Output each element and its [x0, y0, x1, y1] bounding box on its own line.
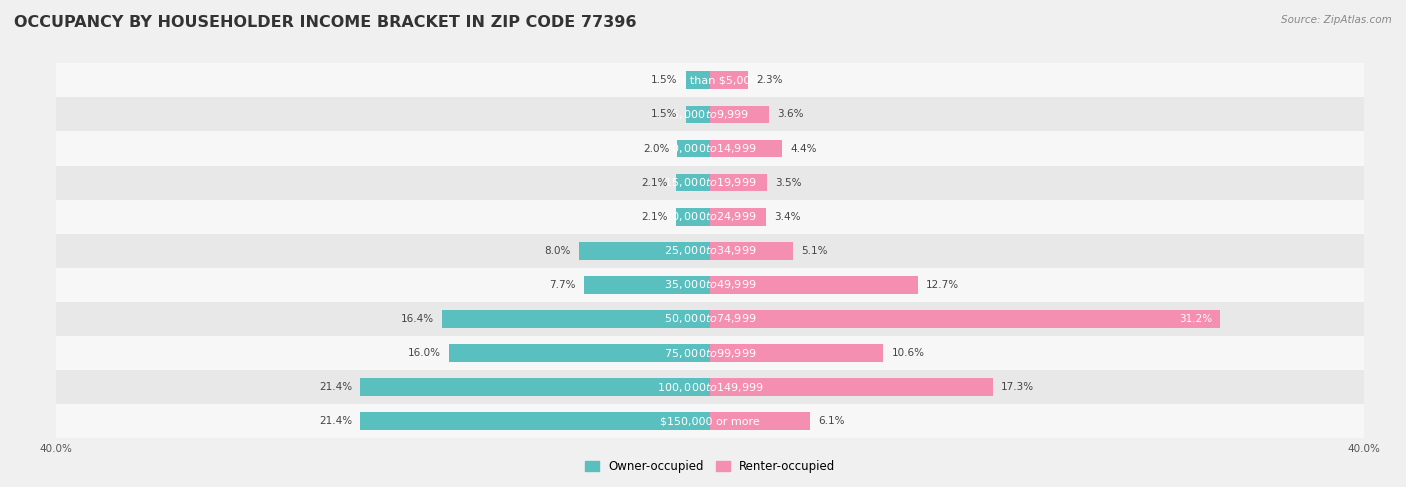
Text: 5.1%: 5.1%: [801, 246, 828, 256]
Bar: [56, 97, 1364, 131]
Bar: [360, 412, 710, 430]
Bar: [710, 174, 768, 191]
Bar: [710, 276, 918, 294]
Bar: [710, 140, 782, 157]
Text: $10,000 to $14,999: $10,000 to $14,999: [664, 142, 756, 155]
Bar: [710, 412, 810, 430]
Bar: [710, 242, 793, 260]
Bar: [710, 72, 748, 89]
Bar: [710, 106, 769, 123]
Text: 2.1%: 2.1%: [641, 212, 668, 222]
Text: 4.4%: 4.4%: [790, 144, 817, 153]
Bar: [710, 344, 883, 362]
Text: Source: ZipAtlas.com: Source: ZipAtlas.com: [1281, 15, 1392, 25]
Bar: [710, 310, 1220, 328]
Text: OCCUPANCY BY HOUSEHOLDER INCOME BRACKET IN ZIP CODE 77396: OCCUPANCY BY HOUSEHOLDER INCOME BRACKET …: [14, 15, 637, 30]
Text: 2.1%: 2.1%: [641, 178, 668, 187]
Bar: [583, 276, 710, 294]
Text: $5,000 to $9,999: $5,000 to $9,999: [671, 108, 749, 121]
Bar: [676, 174, 710, 191]
Bar: [710, 208, 766, 225]
Bar: [56, 200, 1364, 234]
Bar: [676, 208, 710, 225]
Text: $100,000 to $149,999: $100,000 to $149,999: [657, 381, 763, 393]
Text: 3.4%: 3.4%: [773, 212, 800, 222]
Text: 16.4%: 16.4%: [401, 314, 434, 324]
Bar: [56, 234, 1364, 268]
Bar: [360, 378, 710, 396]
Bar: [56, 268, 1364, 302]
Text: $35,000 to $49,999: $35,000 to $49,999: [664, 279, 756, 291]
Bar: [686, 106, 710, 123]
Text: $50,000 to $74,999: $50,000 to $74,999: [664, 313, 756, 325]
Bar: [579, 242, 710, 260]
Text: Less than $5,000: Less than $5,000: [662, 75, 758, 85]
Text: 31.2%: 31.2%: [1178, 314, 1212, 324]
Legend: Owner-occupied, Renter-occupied: Owner-occupied, Renter-occupied: [579, 455, 841, 477]
Text: 1.5%: 1.5%: [651, 110, 678, 119]
Bar: [686, 72, 710, 89]
Text: 3.5%: 3.5%: [776, 178, 801, 187]
Text: 12.7%: 12.7%: [925, 280, 959, 290]
Bar: [56, 370, 1364, 404]
Bar: [441, 310, 710, 328]
Bar: [56, 166, 1364, 200]
Text: 10.6%: 10.6%: [891, 348, 925, 358]
Text: $150,000 or more: $150,000 or more: [661, 416, 759, 426]
Text: 21.4%: 21.4%: [319, 382, 352, 392]
Text: 3.6%: 3.6%: [778, 110, 804, 119]
Text: $20,000 to $24,999: $20,000 to $24,999: [664, 210, 756, 223]
Bar: [56, 63, 1364, 97]
Bar: [56, 336, 1364, 370]
Text: 2.0%: 2.0%: [643, 144, 669, 153]
Text: 6.1%: 6.1%: [818, 416, 845, 426]
Text: 21.4%: 21.4%: [319, 416, 352, 426]
Text: 17.3%: 17.3%: [1001, 382, 1033, 392]
Text: 1.5%: 1.5%: [651, 75, 678, 85]
Text: $25,000 to $34,999: $25,000 to $34,999: [664, 244, 756, 257]
Text: $75,000 to $99,999: $75,000 to $99,999: [664, 347, 756, 359]
Text: 7.7%: 7.7%: [550, 280, 576, 290]
Text: 8.0%: 8.0%: [544, 246, 571, 256]
Text: $15,000 to $19,999: $15,000 to $19,999: [664, 176, 756, 189]
Bar: [56, 131, 1364, 166]
Bar: [56, 404, 1364, 438]
Bar: [449, 344, 710, 362]
Bar: [678, 140, 710, 157]
Text: 2.3%: 2.3%: [756, 75, 782, 85]
Bar: [710, 378, 993, 396]
Bar: [56, 302, 1364, 336]
Text: 16.0%: 16.0%: [408, 348, 440, 358]
